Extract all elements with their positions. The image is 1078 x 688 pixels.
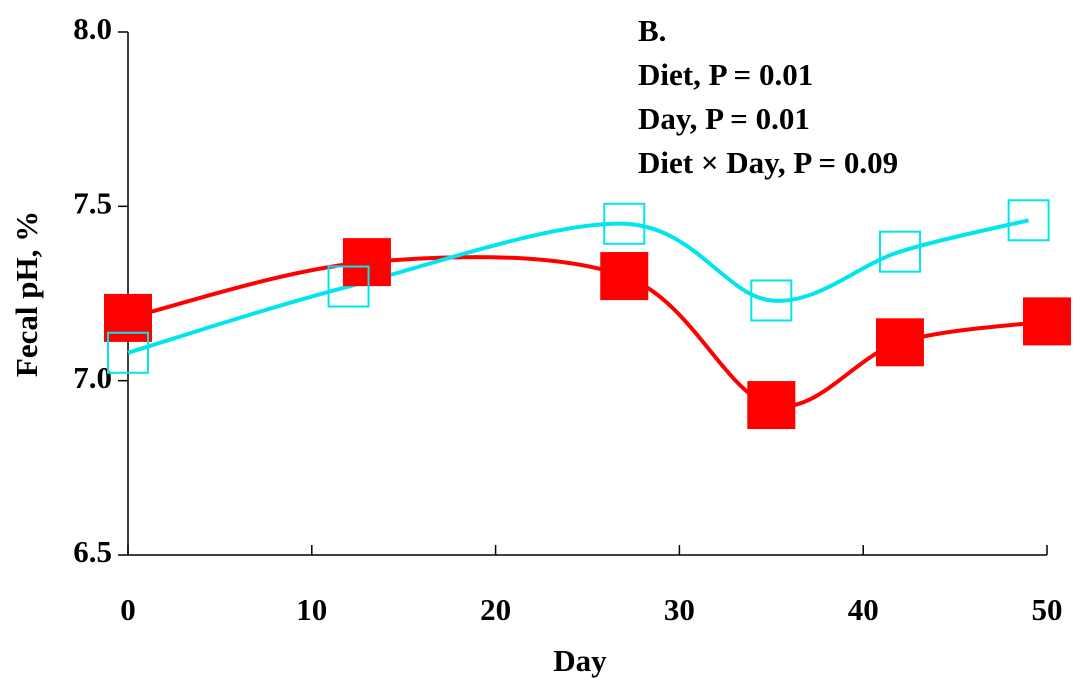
marker [1007, 199, 1050, 242]
marker [600, 252, 649, 301]
marker [342, 238, 391, 287]
annotation: Diet, P = 0.01 [638, 57, 813, 92]
x-tick-label: 40 [848, 592, 879, 627]
annotation: Diet × Day, P = 0.09 [638, 145, 898, 180]
marker [878, 230, 921, 273]
x-tick-label: 10 [296, 592, 327, 627]
x-tick-label: 50 [1032, 592, 1063, 627]
y-tick-label: 7.5 [73, 185, 112, 220]
y-tick-label: 6.5 [73, 534, 112, 569]
x-tick-label: 0 [120, 592, 136, 627]
y-axis-label: Fecal pH, % [9, 211, 44, 377]
x-tick-label: 20 [480, 592, 511, 627]
y-tick-label: 8.0 [73, 11, 112, 46]
annotation: B. [638, 13, 666, 48]
marker [875, 318, 924, 367]
marker [750, 279, 793, 322]
marker [1023, 297, 1071, 346]
x-axis-label: Day [553, 643, 607, 678]
series-line [127, 218, 1030, 355]
y-tick-label: 7.0 [73, 360, 112, 395]
marker [327, 265, 370, 308]
marker [603, 202, 646, 245]
marker [747, 381, 796, 430]
marker [107, 331, 149, 374]
marker [104, 293, 152, 342]
x-tick-label: 30 [664, 592, 695, 627]
annotation: Day, P = 0.01 [638, 101, 810, 136]
